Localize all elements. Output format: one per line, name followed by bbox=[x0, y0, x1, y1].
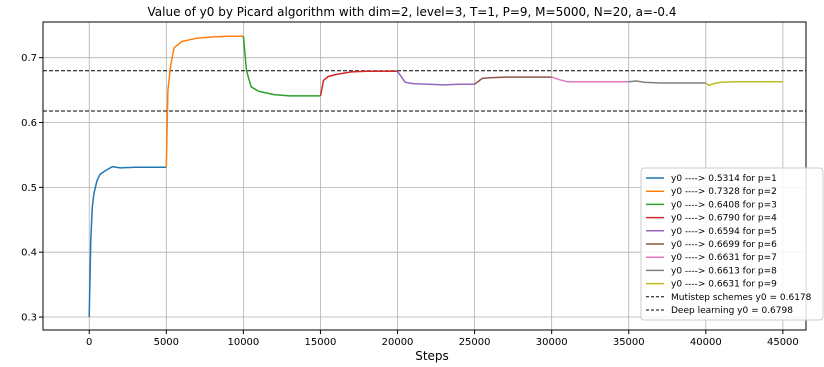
x-axis-ticks: 0 5000 10000 15000 20000 25000 30000 35000 40000… bbox=[86, 330, 799, 348]
x-axis-label: Steps bbox=[415, 349, 449, 363]
x-tick-label: 10000 bbox=[227, 337, 259, 348]
x-tick-label: 5000 bbox=[154, 337, 179, 348]
legend-box bbox=[640, 167, 824, 321]
y-tick-label: 0.6 bbox=[21, 118, 37, 129]
series-lines bbox=[88, 35, 783, 318]
x-tick-label: 35000 bbox=[613, 337, 645, 348]
series-line-p4 bbox=[319, 70, 398, 97]
series-line-p6 bbox=[474, 76, 552, 85]
series-line-p1 bbox=[88, 165, 167, 318]
legend-label: y0 ----> 0.6613 for p=8 bbox=[671, 266, 777, 276]
legend-label: y0 ----> 0.6408 for p=3 bbox=[671, 200, 777, 210]
legend-label: y0 ----> 0.7328 for p=2 bbox=[671, 187, 777, 197]
legend-label: y0 ----> 0.6699 for p=6 bbox=[671, 240, 777, 250]
y-tick-label: 0.4 bbox=[21, 248, 37, 259]
y-tick-label: 0.5 bbox=[21, 183, 37, 194]
series-line-p3 bbox=[242, 36, 321, 97]
legend-label: Deep learning y0 = 0.6798 bbox=[671, 306, 793, 316]
x-tick-label: 30000 bbox=[536, 337, 568, 348]
x-tick-label: 25000 bbox=[459, 337, 491, 348]
reference-lines bbox=[43, 70, 806, 112]
series-line-p8 bbox=[628, 80, 706, 84]
x-tick-label: 45000 bbox=[767, 337, 799, 348]
legend-label: y0 ----> 0.5314 for p=1 bbox=[671, 174, 777, 184]
legend-label: y0 ----> 0.6790 for p=4 bbox=[671, 214, 777, 224]
legend-label: y0 ----> 0.6594 for p=5 bbox=[671, 227, 777, 237]
x-tick-label: 0 bbox=[86, 337, 92, 348]
series-line-p5 bbox=[396, 70, 475, 86]
legend-label: Mutistep schemes y0 = 0.6178 bbox=[671, 293, 812, 303]
legend-label: y0 ----> 0.6631 for p=9 bbox=[671, 280, 777, 290]
series-line-p7 bbox=[551, 76, 629, 83]
legend-label: y0 ----> 0.6631 for p=7 bbox=[671, 253, 777, 263]
y-tick-label: 0.7 bbox=[21, 53, 37, 64]
x-tick-label: 15000 bbox=[305, 337, 337, 348]
y-axis-ticks: 0.3 0.4 0.5 0.6 0.7 bbox=[21, 53, 43, 324]
x-tick-label: 40000 bbox=[690, 337, 722, 348]
series-line-p2 bbox=[165, 35, 244, 168]
chart-title: Value of y0 by Picard algorithm with dim… bbox=[148, 5, 677, 19]
x-tick-label: 20000 bbox=[382, 337, 414, 348]
legend: y0 ----> 0.5314 for p=1 y0 ----> 0.7328 f… bbox=[640, 167, 824, 321]
y-tick-label: 0.3 bbox=[21, 313, 37, 324]
series-line-p9 bbox=[705, 80, 783, 87]
